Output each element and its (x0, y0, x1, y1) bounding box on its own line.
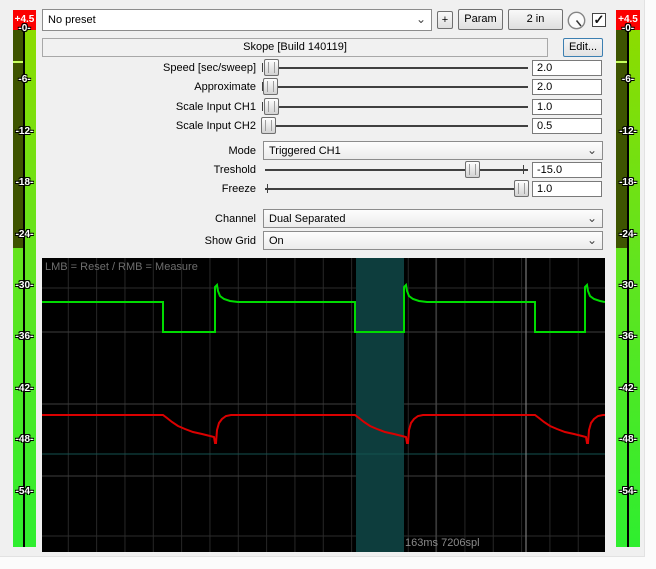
approximate-label: Approximate (194, 81, 256, 93)
left-level-meter: -0- -6- -12- -18- -24- -30- -36- -42- -48- -54- (13, 23, 36, 547)
preset-value: No preset (48, 14, 96, 26)
treshold-slider-handle[interactable] (465, 161, 480, 178)
meter-unlit-bar (616, 30, 627, 248)
meter-scale-label: -6- (621, 74, 635, 85)
speed-default-tick (262, 63, 263, 72)
right-level-meter: -0- -6- -12- -18- -24- -30- -36- -42- -48- -54- (616, 23, 640, 547)
speed-label: Speed [sec/sweep] (163, 62, 256, 74)
waveform-ch2 (42, 414, 605, 444)
meter-scale-label: -24- (15, 229, 34, 240)
scope-hint-text: LMB = Reset / RMB = Measure (45, 261, 198, 273)
meter-divider (23, 30, 25, 547)
treshold-label: Treshold (213, 164, 256, 176)
plugin-window: +4.5 -0- -6- -12- -18- -24- -30- -36- -42- -48- -… (0, 0, 645, 557)
scale-ch1-slider-handle[interactable] (264, 98, 279, 115)
meter-scale-label: -36- (15, 331, 34, 342)
edit-button[interactable]: Edit... (563, 38, 603, 57)
freeze-value-field[interactable]: 1.0 (532, 181, 602, 197)
mode-dropdown[interactable]: Triggered CH1 ⌄ (263, 141, 603, 160)
approximate-slider-track[interactable] (265, 86, 528, 88)
bypass-knob-icon[interactable] (566, 10, 587, 31)
meter-scale-label: -30- (15, 280, 34, 291)
chevron-down-icon: ⌄ (415, 12, 426, 27)
meter-scale-label: -12- (15, 126, 34, 137)
freeze-label: Freeze (221, 183, 256, 195)
mode-value: Triggered CH1 (269, 144, 341, 157)
scale-ch1-default-tick (262, 102, 263, 111)
treshold-value-field[interactable]: -15.0 (532, 162, 602, 178)
scale-ch2-slider-track[interactable] (265, 125, 528, 127)
speed-slider-track[interactable] (265, 67, 528, 69)
meter-scale-label: -54- (619, 486, 637, 497)
freeze-default-tick (267, 184, 268, 193)
approximate-value-field[interactable]: 2.0 (532, 79, 602, 95)
measure-result-text: 163ms 7206spl (405, 537, 480, 549)
meter-scale-label: -24- (619, 229, 637, 240)
meter-scale-label: -0- (18, 23, 31, 34)
enable-checkbox[interactable]: ✓ (592, 12, 606, 27)
preset-combobox[interactable]: No preset ⌄ (42, 9, 432, 31)
meter-scale-label: -54- (15, 486, 34, 497)
speed-slider-handle[interactable] (264, 59, 279, 76)
plugin-title: Skope [Build 140119] (42, 38, 548, 57)
meter-scale-label: -0- (621, 23, 635, 34)
meter-peak-hold-line (616, 61, 627, 63)
param-button[interactable]: Param (458, 9, 503, 30)
freeze-slider-handle[interactable] (514, 180, 529, 197)
meter-scale-label: -30- (619, 280, 637, 291)
scale-ch1-label: Scale Input CH1 (175, 101, 256, 113)
meter-scale-label: -18- (619, 177, 637, 188)
oscilloscope-display[interactable]: LMB = Reset / RMB = Measure 163ms 7206spl (42, 258, 606, 552)
chevron-down-icon: ⌄ (586, 232, 597, 247)
meter-scale-label: -48- (15, 434, 34, 445)
meter-scale-label: -42- (15, 383, 34, 394)
treshold-slider-track[interactable] (265, 169, 528, 171)
meter-scale-label: -48- (619, 434, 637, 445)
freeze-slider-track[interactable] (265, 188, 528, 190)
chevron-down-icon: ⌄ (586, 210, 597, 225)
scale-ch1-value-field[interactable]: 1.0 (532, 99, 602, 115)
speed-value-field[interactable]: 2.0 (532, 60, 602, 76)
show-grid-value: On (269, 234, 284, 247)
right-clip-indicator[interactable]: +4.5 (616, 10, 640, 30)
approximate-default-tick (262, 82, 263, 91)
waveform-ch1 (42, 282, 606, 333)
meter-peak-hold-line (13, 61, 23, 63)
approximate-slider-handle[interactable] (263, 78, 278, 95)
channel-value: Dual Separated (269, 212, 346, 225)
show-grid-dropdown[interactable]: On ⌄ (263, 231, 603, 250)
scale-ch1-slider-track[interactable] (265, 106, 528, 108)
left-clip-indicator[interactable]: +4.5 (13, 10, 36, 30)
meter-scale-label: -18- (15, 177, 34, 188)
scale-ch2-slider-handle[interactable] (261, 117, 276, 134)
input-count-button[interactable]: 2 in (508, 9, 563, 30)
meter-scale-label: -42- (619, 383, 637, 394)
chevron-down-icon: ⌄ (586, 142, 597, 157)
scale-ch2-value-field[interactable]: 0.5 (532, 118, 602, 134)
channel-dropdown[interactable]: Dual Separated ⌄ (263, 209, 603, 228)
oscilloscope-canvas[interactable]: LMB = Reset / RMB = Measure 163ms 7206spl (42, 258, 606, 552)
meter-scale-label: -36- (619, 331, 637, 342)
treshold-default-tick (523, 165, 524, 174)
show-grid-label: Show Grid (204, 235, 256, 247)
meter-divider (627, 30, 629, 547)
mode-label: Mode (228, 145, 256, 157)
add-preset-button[interactable]: + (437, 11, 453, 29)
measure-band (356, 258, 404, 552)
scale-ch2-label: Scale Input CH2 (175, 120, 256, 132)
channel-label: Channel (215, 213, 256, 225)
meter-scale-label: -12- (619, 126, 637, 137)
meter-unlit-bar (13, 30, 23, 248)
meter-scale-label: -6- (18, 74, 31, 85)
